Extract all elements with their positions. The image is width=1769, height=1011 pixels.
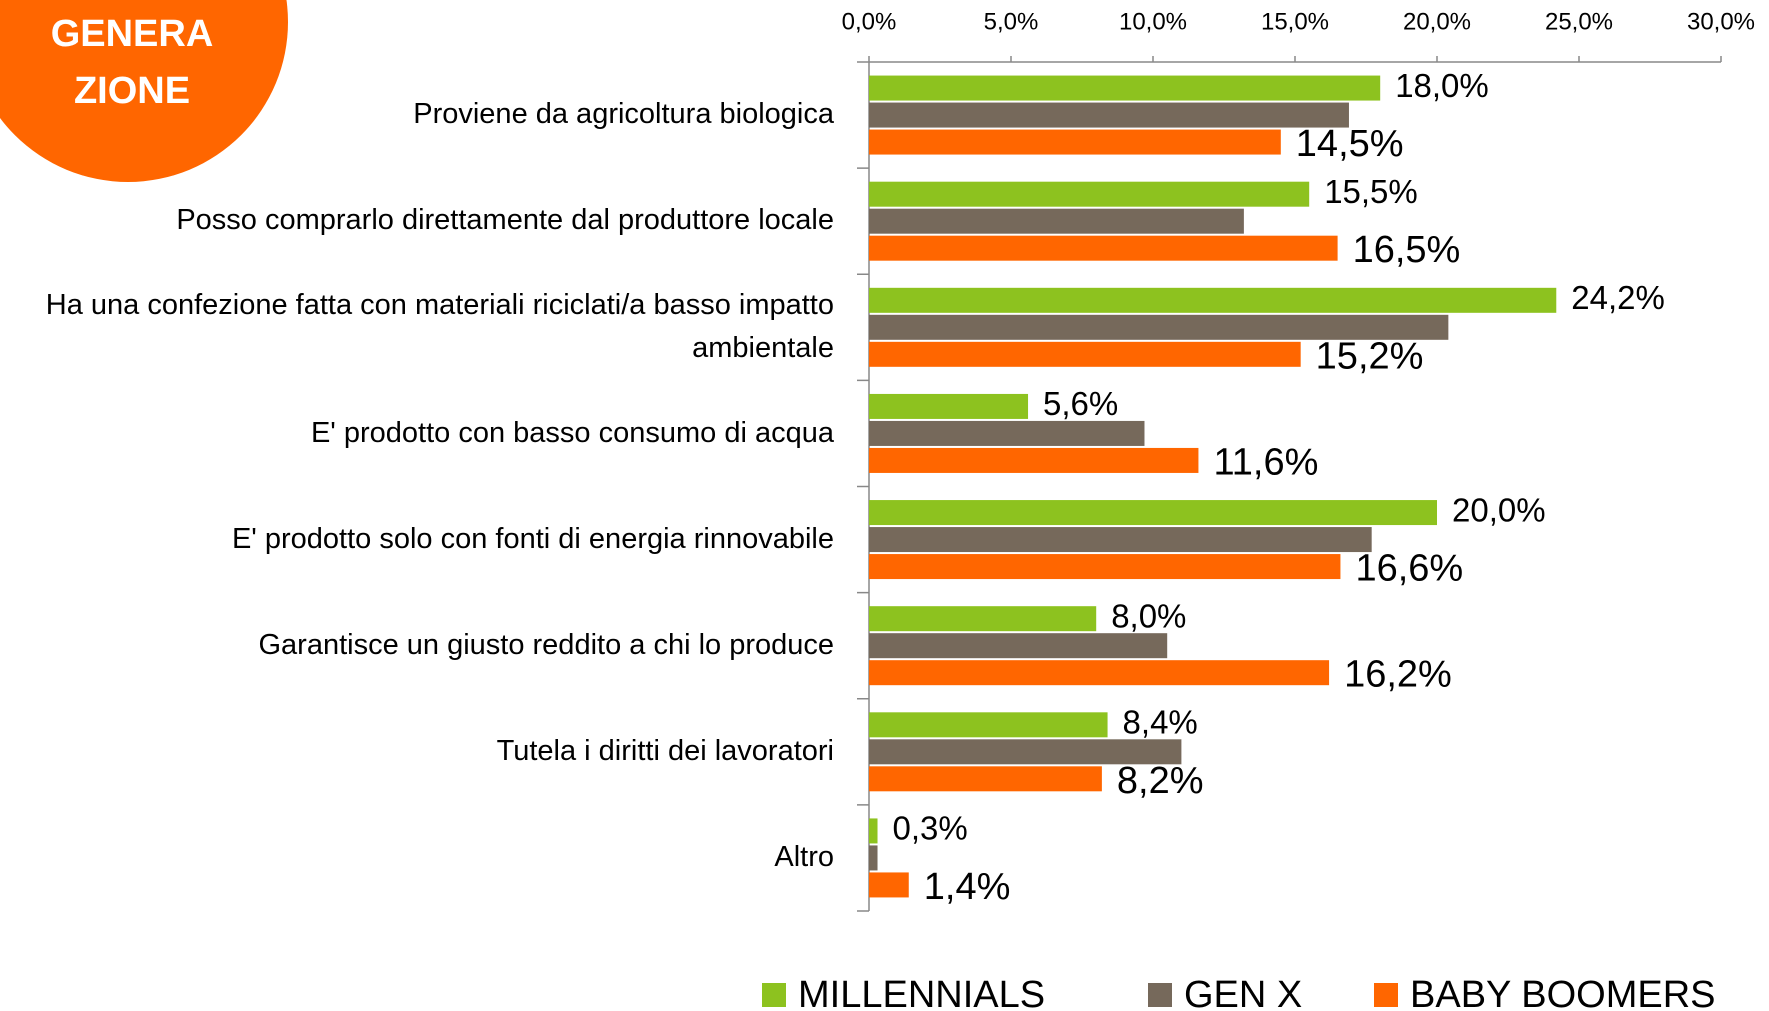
category-label: E' prodotto solo con fonti di energia ri… <box>231 522 834 555</box>
bar <box>869 818 878 844</box>
bar <box>869 554 1341 580</box>
bar <box>869 739 1182 765</box>
badge <box>0 0 288 182</box>
legend-swatch <box>1374 983 1398 1007</box>
value-label: 8,2% <box>1117 760 1204 802</box>
value-label: 24,2% <box>1571 279 1665 316</box>
value-label: 15,2% <box>1316 335 1424 377</box>
bar <box>869 447 1199 473</box>
bar <box>869 181 1310 207</box>
value-label: 1,4% <box>924 866 1011 908</box>
category-label: Posso comprarlo direttamente dal produtt… <box>176 204 834 237</box>
legend-swatch <box>762 983 786 1007</box>
bar <box>869 500 1437 526</box>
x-tick-label: 5,0% <box>984 8 1039 35</box>
value-label: 14,5% <box>1296 123 1404 165</box>
bar <box>869 208 1244 234</box>
value-label: 20,0% <box>1452 491 1546 528</box>
bar <box>869 102 1349 128</box>
value-label: 5,6% <box>1043 385 1118 422</box>
bar <box>869 129 1281 155</box>
x-tick-label: 30,0% <box>1687 8 1755 35</box>
legend-label: MILLENNIALS <box>798 974 1045 1011</box>
x-tick-label: 0,0% <box>842 8 897 35</box>
bar <box>869 606 1097 632</box>
x-tick-label: 25,0% <box>1545 8 1613 35</box>
legend-label: GEN X <box>1184 974 1302 1011</box>
x-tick-label: 10,0% <box>1119 8 1187 35</box>
value-label: 8,0% <box>1111 597 1186 634</box>
bar <box>869 660 1330 686</box>
badge-text: ZIONE <box>74 70 190 112</box>
bar <box>869 872 909 898</box>
bar <box>869 287 1557 313</box>
value-label: 16,5% <box>1353 229 1461 271</box>
category-label: Proviene da agricoltura biologica <box>413 98 834 131</box>
value-label: 11,6% <box>1213 441 1318 483</box>
bar <box>869 75 1381 101</box>
bar <box>869 235 1338 261</box>
category-label: E' prodotto con basso consumo di acqua <box>310 416 834 449</box>
bar <box>869 527 1372 553</box>
category-label: Ha una confezione fatta con materiali ri… <box>45 288 834 365</box>
bar <box>869 393 1029 419</box>
bar <box>869 845 878 871</box>
bar <box>869 341 1301 367</box>
x-tick-label: 20,0% <box>1403 8 1471 35</box>
bar <box>869 712 1108 738</box>
value-label: 8,4% <box>1123 704 1198 741</box>
value-label: 0,3% <box>893 810 968 847</box>
bar <box>869 420 1145 446</box>
x-tick-label: 15,0% <box>1261 8 1329 35</box>
category-label: Garantisce un giusto reddito a chi lo pr… <box>258 628 834 661</box>
category-label: Tutela i diritti dei lavoratori <box>496 735 834 768</box>
value-label: 18,0% <box>1395 67 1489 104</box>
value-label: 15,5% <box>1324 173 1418 210</box>
category-label: Altro <box>774 841 834 874</box>
badge-text: GENERA <box>51 13 214 55</box>
legend-label: BABY BOOMERS <box>1410 974 1716 1011</box>
legend-swatch <box>1148 983 1172 1007</box>
value-label: 16,6% <box>1355 548 1463 590</box>
bar <box>869 766 1102 792</box>
bar <box>869 314 1449 340</box>
bar <box>869 633 1168 659</box>
value-label: 16,2% <box>1344 654 1452 696</box>
